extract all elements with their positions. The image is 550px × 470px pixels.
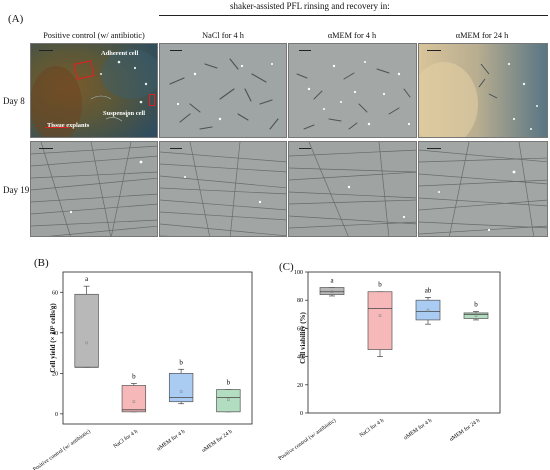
y-tick-label: 60	[52, 290, 58, 296]
box	[121, 385, 147, 413]
y-tick-label: 100	[294, 270, 303, 276]
y-tick-label: 80	[297, 298, 303, 304]
chart-frame	[62, 271, 253, 425]
panel-b-letter: (B)	[34, 257, 49, 269]
panel-c-letter: (C)	[279, 261, 294, 273]
chart-b-y-axis-title: Cell yield (× 10⁵ cells/g)	[49, 303, 57, 373]
y-tick-label: 0	[55, 412, 58, 418]
x-category-label: αMEM for 24 h	[201, 428, 234, 454]
significance-letter: a	[85, 275, 89, 283]
scale-bar	[299, 148, 311, 150]
x-category-label: αMEM for 4 h	[402, 417, 433, 442]
box	[74, 293, 99, 368]
significance-letter: a	[330, 277, 334, 285]
x-category-label: αMEM for 24 h	[448, 417, 481, 443]
mean-marker	[426, 308, 430, 312]
x-category-label: NaCl for 4 h	[112, 428, 139, 450]
row-label-day-19: Day 19	[3, 185, 30, 195]
micrograph-day19-positive-control	[30, 141, 158, 237]
mean-marker	[227, 398, 230, 401]
scale-bar	[299, 50, 311, 52]
x-category-label: Positive control (w/ antibiotic)	[277, 417, 337, 462]
scale-bar	[170, 148, 182, 150]
mean-marker	[132, 400, 136, 403]
column-header-nacl-4h: NaCl for 4 h	[202, 31, 244, 40]
y-tick-label: 40	[52, 331, 58, 337]
chart-c-y-axis-title: Cell viability (%)	[299, 312, 307, 364]
x-category-label: NaCl for 4 h	[358, 417, 385, 439]
group-header-rule	[159, 15, 548, 16]
mean-marker	[378, 314, 382, 317]
mean-marker	[330, 290, 334, 293]
micrograph-day19-amem-24h	[418, 141, 548, 237]
scale-bar	[427, 50, 441, 52]
tissue-explant-marker	[45, 127, 69, 128]
mean-marker	[179, 390, 183, 393]
scale-bar	[39, 148, 53, 150]
scale-bar	[427, 148, 441, 150]
suspension-cell-marker	[149, 94, 155, 106]
significance-letter: b	[474, 300, 478, 308]
panel-a-letter: (A)	[8, 13, 24, 25]
micrograph-day8-amem-4h	[288, 43, 417, 138]
significance-letter: b	[179, 358, 183, 366]
x-category-label: Positive control (w/ antibiotic)	[32, 428, 92, 470]
row-label-day-8: Day 8	[3, 96, 25, 106]
significance-letter: ab	[425, 286, 432, 294]
micrograph-day8-nacl-4h	[159, 43, 287, 138]
group-header: shaker-assisted PFL rinsing and recovery…	[230, 1, 390, 11]
suspension-cell-label: Suspension cell	[103, 110, 146, 117]
column-header-amem-4h: αMEM for 4 h	[327, 31, 377, 40]
micrograph-day19-amem-4h	[288, 141, 417, 237]
box	[463, 312, 489, 319]
tissue-explant-label: Tissue explants	[47, 122, 90, 129]
column-header-amem-24h: αMEM for 24 h	[455, 31, 509, 40]
x-category-label: αMEM for 4 h	[156, 428, 187, 453]
y-tick-label: 60	[297, 326, 303, 332]
scale-bar	[170, 50, 182, 52]
micrograph-day8-amem-24h	[418, 43, 548, 138]
y-tick-label: 40	[297, 355, 303, 361]
scale-bar	[39, 50, 53, 52]
micrograph-day8-positive-control: Adherent cell Suspension cell Tissue exp…	[30, 43, 158, 138]
chart-frame	[307, 271, 501, 414]
y-tick-label: 20	[297, 383, 303, 389]
box	[415, 299, 441, 321]
mean-marker	[474, 314, 478, 317]
box	[319, 287, 345, 295]
significance-letter: b	[132, 372, 136, 380]
column-header-positive-control: Positive control (w/ antibiotic)	[43, 31, 145, 40]
significance-letter: b	[227, 379, 231, 387]
significance-letter: b	[378, 281, 382, 289]
micrograph-day19-nacl-4h	[159, 141, 287, 237]
y-tick-label: 0	[300, 411, 303, 417]
mean-marker	[85, 341, 88, 345]
adherent-cell-label: Adherent cell	[101, 50, 139, 57]
y-tick-label: 20	[52, 371, 58, 377]
box	[168, 372, 194, 403]
box	[367, 291, 393, 350]
